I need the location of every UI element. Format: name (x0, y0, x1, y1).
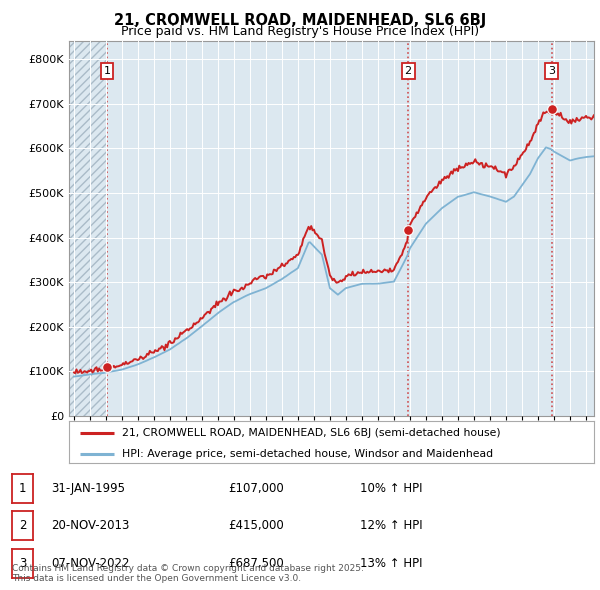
Text: HPI: Average price, semi-detached house, Windsor and Maidenhead: HPI: Average price, semi-detached house,… (121, 449, 493, 459)
Text: Contains HM Land Registry data © Crown copyright and database right 2025.
This d: Contains HM Land Registry data © Crown c… (12, 563, 364, 583)
Text: 13% ↑ HPI: 13% ↑ HPI (360, 556, 422, 569)
Text: 10% ↑ HPI: 10% ↑ HPI (360, 482, 422, 495)
Text: 1: 1 (19, 482, 26, 495)
Text: 3: 3 (548, 66, 555, 76)
Text: 1: 1 (104, 66, 110, 76)
Text: Price paid vs. HM Land Registry's House Price Index (HPI): Price paid vs. HM Land Registry's House … (121, 25, 479, 38)
Text: 21, CROMWELL ROAD, MAIDENHEAD, SL6 6BJ (semi-detached house): 21, CROMWELL ROAD, MAIDENHEAD, SL6 6BJ (… (121, 428, 500, 438)
Text: 2: 2 (19, 519, 26, 532)
Text: £415,000: £415,000 (228, 519, 284, 532)
Text: 31-JAN-1995: 31-JAN-1995 (51, 482, 125, 495)
Text: 2: 2 (404, 66, 412, 76)
Bar (69, 41, 107, 416)
Text: 21, CROMWELL ROAD, MAIDENHEAD, SL6 6BJ: 21, CROMWELL ROAD, MAIDENHEAD, SL6 6BJ (114, 13, 486, 28)
Text: 20-NOV-2013: 20-NOV-2013 (51, 519, 130, 532)
Text: 3: 3 (19, 556, 26, 569)
Text: 07-NOV-2022: 07-NOV-2022 (51, 556, 130, 569)
Text: £687,500: £687,500 (228, 556, 284, 569)
Text: £107,000: £107,000 (228, 482, 284, 495)
Text: 12% ↑ HPI: 12% ↑ HPI (360, 519, 422, 532)
